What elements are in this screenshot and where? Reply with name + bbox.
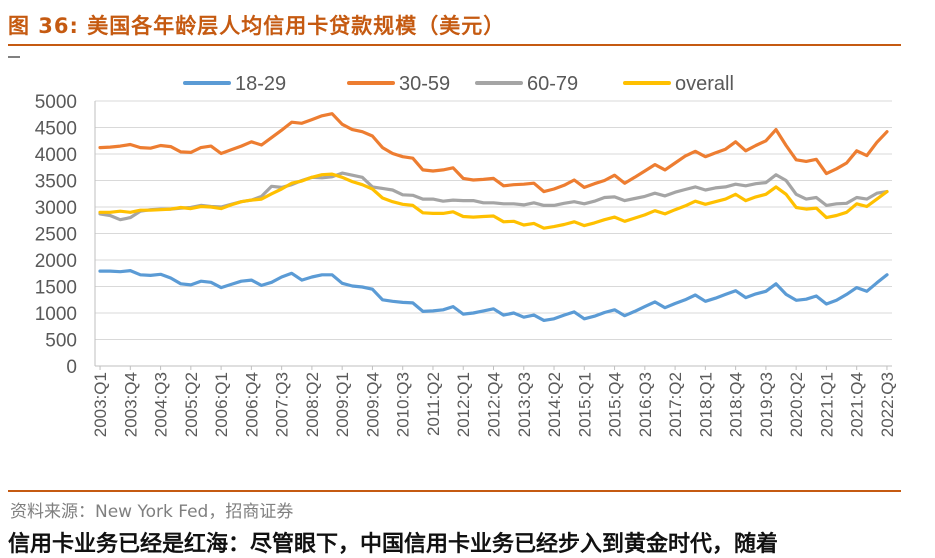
- x-tick-label: 2003:Q1: [91, 372, 110, 437]
- x-tick-label: 2019:Q3: [757, 372, 776, 437]
- x-tick-label: 2016:Q3: [636, 372, 655, 437]
- source-rule: [8, 490, 901, 492]
- x-tick-label: 2020:Q2: [787, 372, 806, 437]
- legend-label-18-29: 18-29: [235, 73, 286, 95]
- x-tick-label: 2005:Q2: [182, 372, 201, 437]
- y-tick-label: 1500: [35, 278, 77, 299]
- y-tick-label: 0: [66, 357, 77, 378]
- x-tick-label: 2018:Q1: [696, 372, 715, 437]
- cutoff-body-text: 信用卡业务已经是红海：尽管眼下，中国信用卡业务已经步入到黄金时代，随着: [8, 532, 779, 557]
- y-tick-label: 2500: [35, 225, 77, 246]
- series-line-overall: [98, 172, 889, 230]
- legend-label-60-79: 60-79: [527, 73, 578, 95]
- x-tick-label: 2009:Q4: [363, 372, 382, 437]
- series-lines: [98, 112, 889, 322]
- x-tick-label: 2015:Q4: [606, 372, 625, 437]
- x-tick-label: 2021:Q4: [848, 372, 867, 437]
- gridlines: [95, 100, 892, 367]
- legend-label-30-59: 30-59: [399, 73, 450, 95]
- source-note: 资料来源：New York Fed，招商证券: [10, 502, 294, 522]
- figure-title: 图 36: 美国各年龄层人均信用卡贷款规模（美元）: [8, 14, 506, 38]
- y-tick-label: 500: [45, 331, 77, 352]
- legend: 18-29 30-59 60-79 overall: [183, 73, 734, 95]
- y-tick-label: 1000: [35, 304, 77, 325]
- x-tick-label: 2015:Q1: [575, 372, 594, 437]
- legend-label-overall: overall: [675, 73, 734, 95]
- x-tick-label: 2018:Q4: [727, 372, 746, 437]
- x-tick-label: 2004:Q3: [152, 372, 171, 437]
- x-tick-label: 2014:Q2: [545, 372, 564, 437]
- title-tick-mark: [8, 56, 20, 58]
- x-tick-label: 2003:Q4: [121, 372, 140, 437]
- x-tick-label: 2006:Q4: [242, 372, 261, 437]
- y-tick-label: 4000: [35, 145, 77, 166]
- x-tick-label: 2010:Q3: [394, 372, 413, 437]
- x-tick-label: 2013:Q3: [515, 372, 534, 437]
- x-tick-label: 2012:Q4: [485, 372, 504, 437]
- x-tick-label: 2011:Q2: [424, 372, 443, 436]
- y-tick-label: 3500: [35, 172, 77, 193]
- x-tick-label: 2012:Q1: [454, 372, 473, 437]
- y-tick-label: 5000: [35, 92, 77, 113]
- x-tick-label: 2006:Q1: [212, 372, 231, 437]
- x-tick-label: 2017:Q2: [666, 372, 685, 437]
- x-tick-label: 2007:Q3: [273, 372, 292, 437]
- title-rule: [8, 44, 901, 46]
- x-tick-label: 2021:Q1: [817, 372, 836, 437]
- x-tick-label: 2008:Q2: [303, 372, 322, 437]
- y-tick-label: 3000: [35, 198, 77, 219]
- x-axis: 2003:Q1 2003:Q4 2004:Q3 2005:Q2 2006:Q1 2006:…: [91, 366, 897, 437]
- y-tick-label: 2000: [35, 251, 77, 272]
- x-tick-label: 2009:Q1: [333, 372, 352, 437]
- credit-card-balance-line-chart: 0 500 1000 1500 2000 2500 3000 3500 4000 4500 5000…: [35, 73, 897, 437]
- y-tick-label: 4500: [35, 119, 77, 140]
- y-axis: 0 500 1000 1500 2000 2500 3000 3500 4000 4500 5000: [35, 92, 77, 378]
- x-tick-label: 2022:Q3: [878, 372, 897, 437]
- series-line-30-59: [98, 112, 889, 194]
- series-line-18-29: [98, 269, 889, 322]
